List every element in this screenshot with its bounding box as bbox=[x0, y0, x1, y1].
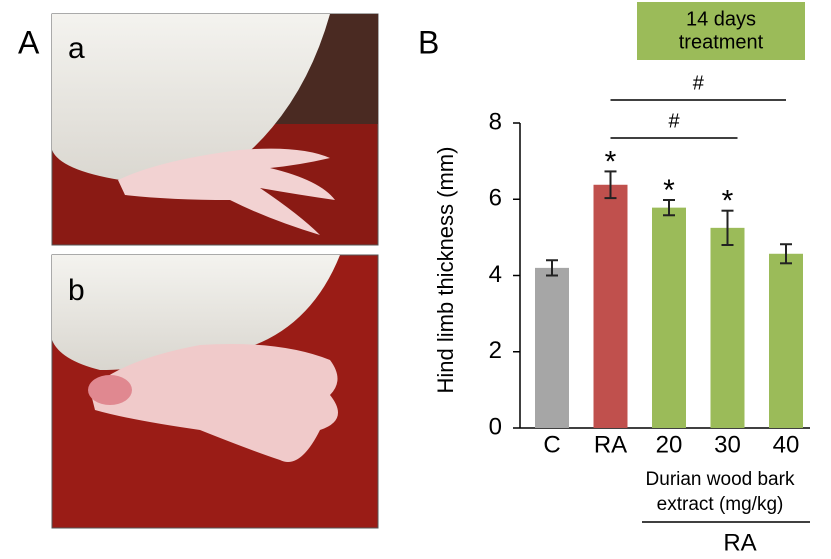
photo-label: b bbox=[68, 274, 85, 307]
error-bar bbox=[663, 199, 675, 217]
bracket-label: # bbox=[668, 110, 680, 132]
y-tick-label: 4 bbox=[489, 261, 502, 288]
y-tick-label: 2 bbox=[489, 337, 502, 364]
y-tick-label: 6 bbox=[489, 185, 502, 212]
photo-label: a bbox=[68, 32, 85, 65]
x-tick-label: RA bbox=[594, 431, 627, 458]
bar bbox=[769, 253, 803, 428]
x-tick-label: C bbox=[543, 431, 560, 458]
x-tick-label: 40 bbox=[773, 431, 800, 458]
photo-b bbox=[51, 254, 379, 529]
treatment-box bbox=[637, 2, 805, 60]
x-tick-label: 30 bbox=[714, 431, 741, 458]
error-bar bbox=[721, 209, 734, 246]
error-bar bbox=[780, 243, 792, 265]
x-tick-label: 20 bbox=[656, 431, 683, 458]
treatment-text: 14 days bbox=[686, 8, 756, 30]
significance-star: * bbox=[722, 185, 734, 218]
group-text: extract (mg/kg) bbox=[657, 494, 784, 515]
bar bbox=[535, 267, 569, 428]
y-tick-label: 0 bbox=[489, 413, 502, 440]
y-tick-label: 8 bbox=[489, 108, 502, 135]
panel-label: A bbox=[18, 24, 40, 60]
error-bar bbox=[604, 170, 617, 200]
error-bar bbox=[546, 259, 558, 277]
group-text: Durian wood bark bbox=[646, 469, 795, 490]
panel-label: B bbox=[418, 24, 439, 60]
photo-a bbox=[51, 13, 379, 246]
group-label: RA bbox=[723, 529, 756, 556]
significance-star: * bbox=[663, 174, 675, 207]
treatment-text: treatment bbox=[679, 31, 764, 53]
significance-star: * bbox=[605, 145, 617, 178]
bar bbox=[593, 184, 628, 428]
bar bbox=[710, 227, 745, 428]
bracket-label: # bbox=[693, 72, 705, 94]
y-axis-title: Hind limb thickness (mm) bbox=[433, 147, 458, 394]
bar bbox=[652, 207, 686, 428]
